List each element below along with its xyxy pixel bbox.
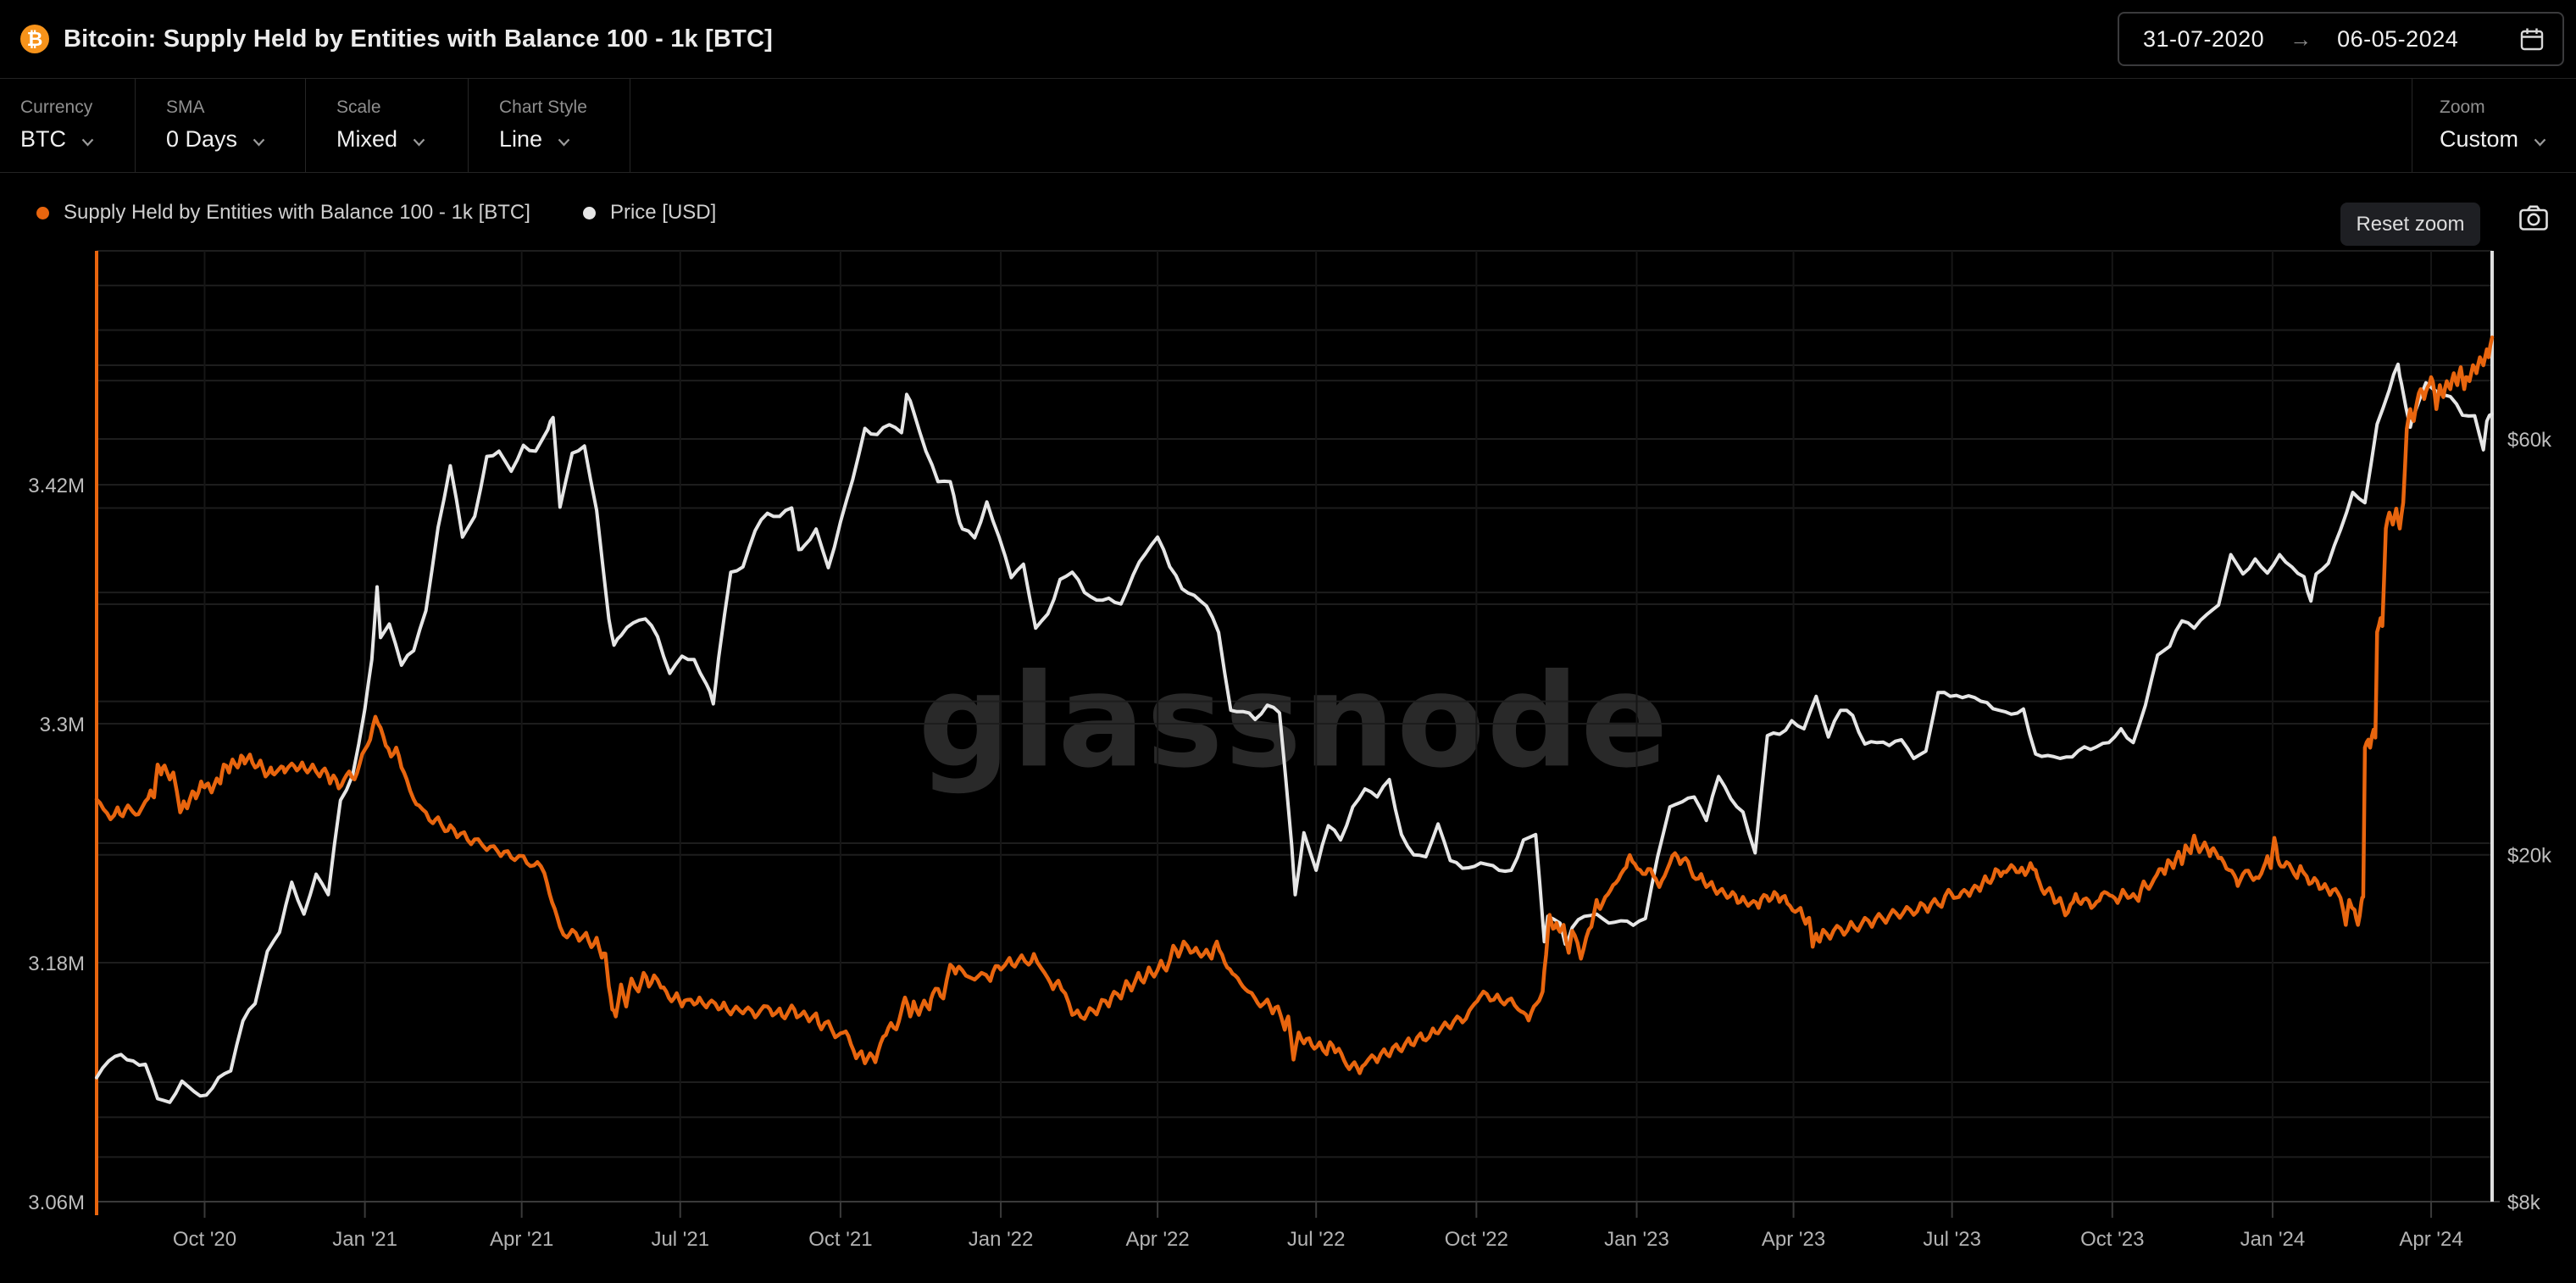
date-range-arrow-icon: → [2290,25,2312,52]
right-axis-label: $8k [2507,1191,2541,1214]
bitcoin-icon: ₿ [20,25,49,53]
x-axis-label: Jan '23 [1604,1228,1669,1251]
right-axis-label: $60k [2507,429,2552,452]
currency-value: BTC [20,126,66,152]
legend-item-supply[interactable]: Supply Held by Entities with Balance 100… [36,201,530,225]
zoom-label: Zoom [2440,97,2485,117]
x-axis-label: Jan '24 [2240,1228,2306,1251]
x-axis-label: Apr '24 [2399,1228,2462,1251]
x-axis-label: Oct '23 [2080,1228,2144,1251]
chart-area[interactable]: glassnode [0,253,2576,1283]
supply-legend-label: Supply Held by Entities with Balance 100… [64,201,530,224]
currency-dropdown[interactable]: Currency BTC [0,79,136,172]
sma-value: 0 Days [166,126,238,152]
x-axis-label: Jul '23 [1923,1228,1981,1251]
price-legend-dot [582,206,596,219]
calendar-icon[interactable] [2520,27,2544,51]
scale-value: Mixed [336,126,398,152]
chart-toolbar: Currency BTC SMA 0 Days Scale Mixed Char… [0,79,2576,173]
x-axis-label: Apr '21 [490,1228,553,1251]
date-range-picker[interactable]: 31-07-2020 → 06-05-2024 [2118,12,2564,66]
supply-series-line [94,335,2495,1075]
legend-row: Supply Held by Entities with Balance 100… [0,173,2576,253]
legend-item-price[interactable]: Price [USD] [582,201,717,225]
left-axis-label: 3.06M [28,1191,85,1214]
left-axis-label: 3.3M [40,714,85,736]
sma-dropdown[interactable]: SMA 0 Days [136,79,306,172]
glassnode-watermark: glassnode [918,646,1670,797]
x-axis-label: Jan '22 [969,1228,1034,1251]
sma-label: SMA [166,97,205,117]
date-to[interactable]: 06-05-2024 [2337,25,2459,52]
x-axis-label: Oct '20 [173,1228,236,1251]
chart-style-dropdown[interactable]: Chart Style Line [469,79,630,172]
chevron-down-icon [81,126,94,153]
right-axis-label: $20k [2507,845,2552,868]
chart-style-label: Chart Style [499,97,587,117]
zoom-dropdown[interactable]: Zoom Custom [2412,79,2576,172]
scale-dropdown[interactable]: Scale Mixed [306,79,469,172]
camera-icon[interactable] [2519,205,2548,235]
page-title: Bitcoin: Supply Held by Entities with Ba… [64,25,774,53]
title-bar: ₿ Bitcoin: Supply Held by Entities with … [0,0,2576,79]
supply-legend-dot [36,206,49,219]
x-axis-label: Oct '22 [1445,1228,1508,1251]
x-axis-label: Jul '21 [651,1228,709,1251]
chevron-down-icon [253,126,265,153]
x-axis-label: Jul '22 [1287,1228,1346,1251]
zoom-value: Custom [2440,126,2519,152]
date-from[interactable]: 31-07-2020 [2143,25,2265,52]
chart-style-value: Line [499,126,543,152]
price-series-line [95,362,2494,1104]
left-axis-label: 3.18M [28,953,85,975]
reset-zoom-button[interactable]: Reset zoom [2340,203,2480,246]
chevron-down-icon [558,126,570,153]
chevron-down-icon [2534,126,2546,153]
x-axis-label: Apr '23 [1762,1228,1825,1251]
currency-label: Currency [20,97,93,117]
scale-label: Scale [336,97,381,117]
left-axis-label: 3.42M [28,475,85,497]
x-axis-label: Apr '22 [1125,1228,1189,1251]
x-axis-label: Jan '21 [332,1228,397,1251]
chevron-down-icon [413,126,425,153]
x-axis-label: Oct '21 [808,1228,872,1251]
price-legend-label: Price [USD] [609,201,717,224]
